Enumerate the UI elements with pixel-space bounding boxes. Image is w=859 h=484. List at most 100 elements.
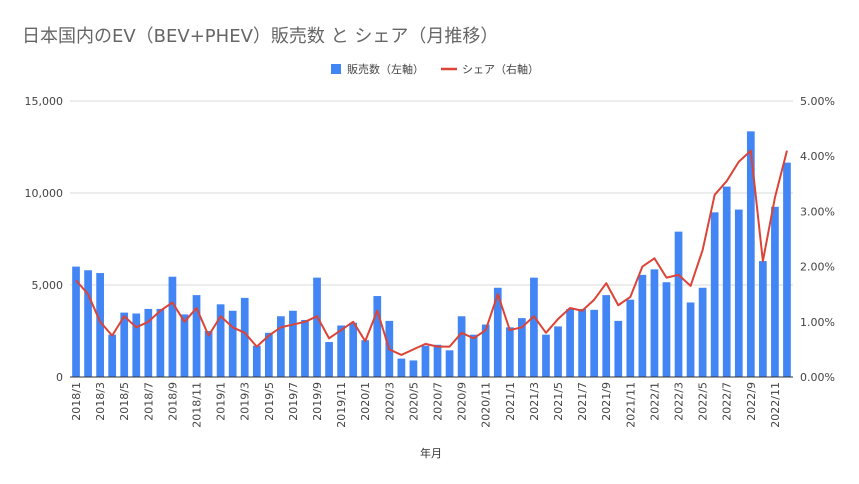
legend-label-share: シェア（右軸） (462, 62, 539, 76)
legend-label-sales: 販売数（左軸） (347, 62, 424, 76)
x-tick-label: 2019/1 (215, 382, 228, 421)
bar (530, 277, 538, 377)
bar (168, 276, 177, 377)
bar (493, 287, 502, 377)
bar (313, 277, 321, 377)
x-tick-label: 2020/5 (407, 382, 420, 421)
bar (277, 316, 285, 377)
x-tick-label: 2022/5 (697, 382, 710, 421)
bar (698, 287, 707, 377)
bar (252, 345, 261, 377)
bar (686, 302, 695, 377)
grid-lines (70, 100, 793, 286)
right-tick-label: 4.00% (800, 150, 835, 163)
bar (337, 325, 345, 377)
right-tick-label: 1.00% (800, 316, 835, 329)
x-tick-label: 2020/11 (480, 382, 493, 428)
bar (373, 296, 382, 377)
share-line (75, 149, 788, 356)
x-tick-label: 2018/5 (118, 382, 131, 421)
x-tick-label: 2020/3 (383, 382, 396, 421)
bar (469, 334, 478, 377)
x-tick-label: 2022/3 (673, 382, 686, 421)
chart-title: 日本国内のEV（BEV+PHEV）販売数 と シェア（月推移） (22, 26, 498, 47)
x-tick-label: 2019/11 (335, 382, 348, 428)
right-tick-label: 5.00% (800, 95, 835, 108)
bar (602, 295, 611, 377)
legend-swatch-sales (331, 64, 341, 74)
x-tick-label: 2018/3 (94, 382, 107, 421)
bar (409, 360, 418, 377)
x-tick-label: 2022/1 (648, 382, 661, 421)
bar (325, 342, 333, 377)
bar (590, 309, 599, 377)
bar (674, 231, 683, 377)
x-tick-label: 2021/1 (504, 382, 517, 421)
x-tick-label: 2020/1 (359, 382, 372, 421)
left-tick-label: 5,000 (32, 279, 64, 292)
bar (566, 308, 574, 377)
bar (216, 304, 225, 377)
left-tick-label: 10,000 (25, 187, 64, 200)
right-axis-ticks: 0.00% 1.00% 2.00% 3.00% 4.00% 5.00% (800, 95, 835, 384)
bar (542, 334, 550, 377)
x-tick-label: 2022/9 (745, 382, 758, 421)
bar (626, 299, 635, 377)
bar (120, 312, 129, 377)
bar (361, 340, 370, 377)
bar-series (72, 131, 791, 377)
x-tick-label: 2019/3 (239, 382, 252, 421)
x-tick-label: 2018/1 (70, 382, 83, 421)
x-axis-label: 年月 (420, 446, 442, 460)
bar (421, 345, 430, 377)
bar (144, 308, 153, 377)
left-tick-label: 15,000 (25, 95, 64, 108)
bar (264, 332, 273, 377)
left-tick-label: 0 (56, 371, 63, 384)
x-tick-label: 2021/7 (576, 382, 589, 421)
bar (289, 310, 297, 377)
x-tick-label: 2019/5 (263, 382, 276, 421)
x-tick-label: 2018/7 (142, 382, 155, 421)
right-tick-label: 3.00% (800, 205, 835, 218)
bar (662, 282, 671, 377)
left-axis-ticks: 0 5,000 10,000 15,000 (25, 95, 64, 384)
bar (554, 326, 562, 377)
x-tick-label: 2021/9 (600, 382, 613, 421)
bar (84, 270, 92, 377)
bar (722, 186, 731, 377)
legend: 販売数（左軸） シェア（右軸） (331, 62, 539, 76)
bar (638, 274, 647, 377)
bar (746, 131, 755, 377)
x-tick-label: 2020/7 (432, 382, 445, 421)
x-tick-label: 2019/9 (311, 382, 324, 421)
bar (578, 308, 586, 377)
bar (108, 334, 117, 377)
bar (156, 308, 165, 377)
x-axis-ticks: 2018/1 2018/3 2018/5 2018/7 2018/9 2018/11 201… (70, 382, 782, 428)
bar (72, 266, 80, 377)
bar (433, 344, 442, 377)
bar (481, 324, 490, 377)
bar (349, 322, 358, 377)
bar (783, 162, 791, 377)
bar (445, 350, 454, 377)
bar (650, 269, 659, 377)
right-tick-label: 0.00% (800, 371, 835, 384)
bar (96, 273, 104, 377)
bar (614, 320, 623, 377)
bar (204, 331, 213, 377)
bar (759, 261, 767, 377)
bar (228, 310, 237, 377)
x-tick-label: 2021/11 (624, 382, 637, 428)
x-tick-label: 2022/11 (769, 382, 782, 428)
x-tick-label: 2020/9 (456, 382, 469, 421)
bar (240, 297, 249, 377)
right-tick-label: 2.00% (800, 261, 835, 274)
x-tick-label: 2018/11 (191, 382, 204, 428)
bar (180, 314, 189, 377)
x-tick-label: 2021/3 (528, 382, 541, 421)
bar (518, 318, 526, 377)
line-series (75, 149, 788, 356)
x-tick-label: 2019/7 (287, 382, 300, 421)
